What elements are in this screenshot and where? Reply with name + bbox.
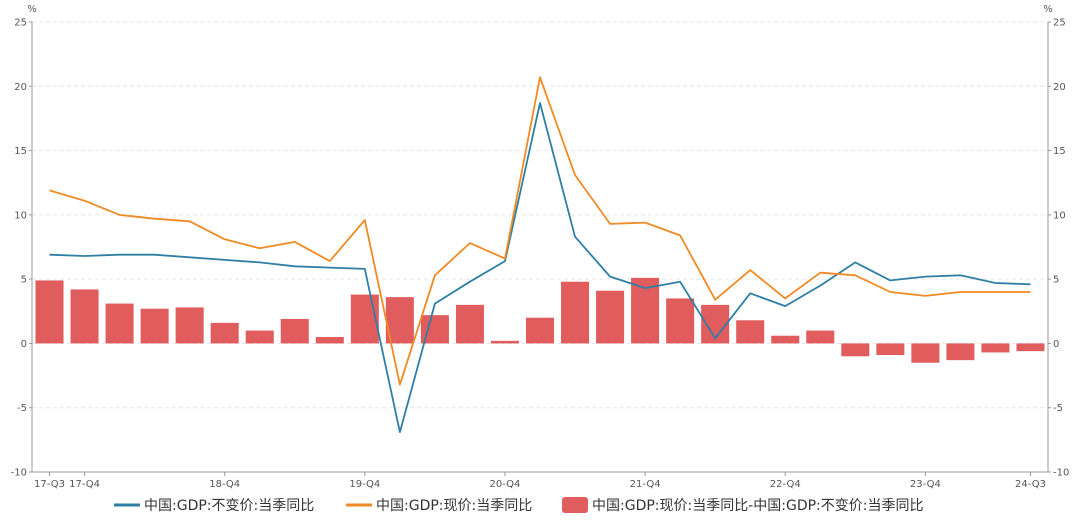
bar-24-Q3 [1016,343,1045,352]
lines [49,76,1031,434]
line-series-1 [49,102,1031,434]
bar-23-Q2 [841,343,870,357]
bar-18-Q4 [210,322,239,344]
bar-24-Q2 [981,343,1010,353]
bar-21-Q1 [525,317,555,344]
legend-label-3: 中国:GDP:现价:当季同比-中国:GDP:不变价:当季同比 [592,498,924,514]
bar-23-Q4 [911,343,940,363]
bar-18-Q2 [140,308,169,344]
y-tick-label-left: 15 [14,146,27,157]
x-tick-label: 22-Q4 [770,479,801,490]
bar-23-Q1 [806,330,835,344]
y-tick-label-left: 5 [21,275,27,286]
x-tick-label: 24-Q3 [1015,479,1046,490]
y-tick-label-right: -10 [1053,468,1069,479]
y-tick-label-right: -5 [1053,403,1063,414]
y-tick-label-right: 20 [1053,82,1066,93]
bar-23-Q3 [876,343,905,355]
bar-24-Q1 [946,343,975,361]
grid-lines [32,21,1048,473]
x-tick-label: 19-Q4 [349,479,380,490]
bar-18-Q1 [105,303,134,344]
axes: % % -10 -10 -5 -5 0 0 5 5 10 10 15 15 20 20 25 25 17-Q3 1… [11,4,1070,490]
y-tick-label-right: 0 [1053,339,1059,350]
bar-21-Q2 [561,281,590,344]
y-tick-label-right: 15 [1053,146,1066,157]
x-tick-label: 20-Q4 [489,479,520,490]
y-tick-label-left: 0 [21,339,27,350]
right-unit-label: % [1043,4,1053,15]
bar-22-Q3 [736,320,765,344]
bar-20-Q1 [385,297,414,344]
bar-20-Q4 [490,340,519,344]
bar-19-Q4 [350,294,379,344]
left-unit-label: % [27,4,37,15]
x-tick-label: 17-Q3 [34,479,65,490]
bar-19-Q3 [315,337,344,344]
bar-20-Q3 [455,304,484,344]
x-tick-label: 17-Q4 [69,479,100,490]
legend-swatch-3 [562,497,588,513]
y-tick-label-left: 20 [14,82,27,93]
y-tick-label-left: -10 [11,468,27,479]
y-tick-label-right: 10 [1053,210,1066,221]
bar-17-Q4 [70,289,99,344]
line-series-2 [49,76,1031,386]
bar-18-Q3 [175,307,204,344]
y-tick-label-left: 10 [14,210,27,221]
bar-19-Q1 [245,330,274,344]
legend: 中国:GDP:不变价:当季同比 中国:GDP:现价:当季同比 中国:GDP:现价:当… [114,497,924,514]
x-tick-label: 23-Q4 [910,479,941,490]
legend-label-2: 中国:GDP:现价:当季同比 [376,498,532,514]
x-tick-label: 21-Q4 [630,479,661,490]
bars-difference [35,277,1045,363]
bar-19-Q2 [280,319,309,344]
bar-17-Q3 [35,280,64,344]
y-tick-label-left: 25 [14,18,27,29]
y-tick-label-left: -5 [17,403,27,414]
y-tick-label-right: 5 [1053,275,1059,286]
bar-22-Q4 [771,335,800,344]
x-tick-label: 18-Q4 [209,479,240,490]
y-tick-label-right: 25 [1053,18,1066,29]
legend-label-1: 中国:GDP:不变价:当季同比 [144,498,314,514]
bar-22-Q1 [666,298,695,344]
bar-21-Q3 [596,290,625,344]
